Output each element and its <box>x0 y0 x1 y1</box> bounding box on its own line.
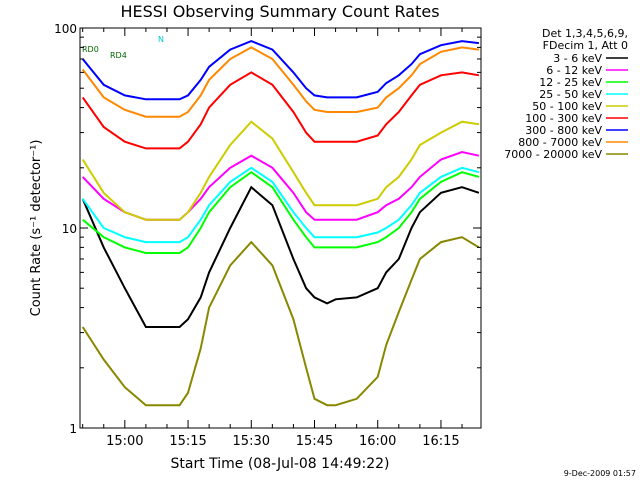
x-tick-label: 15:00 <box>106 434 143 449</box>
series-line-2 <box>82 170 480 254</box>
x-tick-label: 16:00 <box>359 434 396 449</box>
x-tick-label: 15:30 <box>233 434 270 449</box>
legend: Det 1,3,4,5,6,9,FDecim 1, Att 03 - 6 keV… <box>504 27 628 161</box>
x-tick-label: 15:45 <box>296 434 333 449</box>
chart-title: HESSI Observing Summary Count Rates <box>120 2 439 21</box>
flag-label: N <box>158 35 164 44</box>
legend-entry-label: 7000 - 20000 keV <box>504 148 602 161</box>
y-tick-label: 1 <box>69 422 77 436</box>
series-line-8 <box>81 236 480 407</box>
x-tick-label: 16:15 <box>422 434 459 449</box>
legend-entry-label: 12 - 25 keV <box>539 76 602 89</box>
legend-entry-label: 100 - 300 keV <box>525 112 602 125</box>
series-line-3 <box>81 166 480 244</box>
y-tick-label: 100 <box>54 22 77 36</box>
flag-label: RD0 <box>82 45 99 54</box>
series-line-4 <box>81 120 480 221</box>
series-line-0 <box>81 185 480 328</box>
legend-entry-label: 25 - 50 keV <box>539 88 602 101</box>
legend-entry-label: 300 - 800 keV <box>525 124 602 137</box>
legend-entry-label: 6 - 12 keV <box>546 64 602 77</box>
legend-entry-label: 50 - 100 keV <box>532 100 602 113</box>
series-line-5 <box>81 71 480 150</box>
footer-timestamp: 9-Dec-2009 01:57 <box>564 469 636 478</box>
legend-header: Det 1,3,4,5,6,9, <box>542 27 628 40</box>
plot-area: RD0 RD4 N <box>81 35 480 407</box>
series-line-6 <box>81 40 480 101</box>
legend-header: FDecim 1, Att 0 <box>543 39 628 52</box>
flag-label: RD4 <box>110 51 127 60</box>
x-axis-label: Start Time (08-Jul-08 14:49:22) <box>170 456 389 472</box>
x-tick-label: 15:15 <box>169 434 206 449</box>
axes: 15:00 15:15 15:30 15:45 16:00 16:15 1 10 100 <box>54 22 481 449</box>
series-line-7 <box>81 46 480 118</box>
legend-entry-label: 800 - 7000 keV <box>518 136 602 149</box>
y-axis-label: Count Rate (s⁻¹ detector⁻¹) <box>29 140 44 317</box>
legend-entry-label: 3 - 6 keV <box>553 52 602 65</box>
y-tick-label: 10 <box>62 222 77 236</box>
